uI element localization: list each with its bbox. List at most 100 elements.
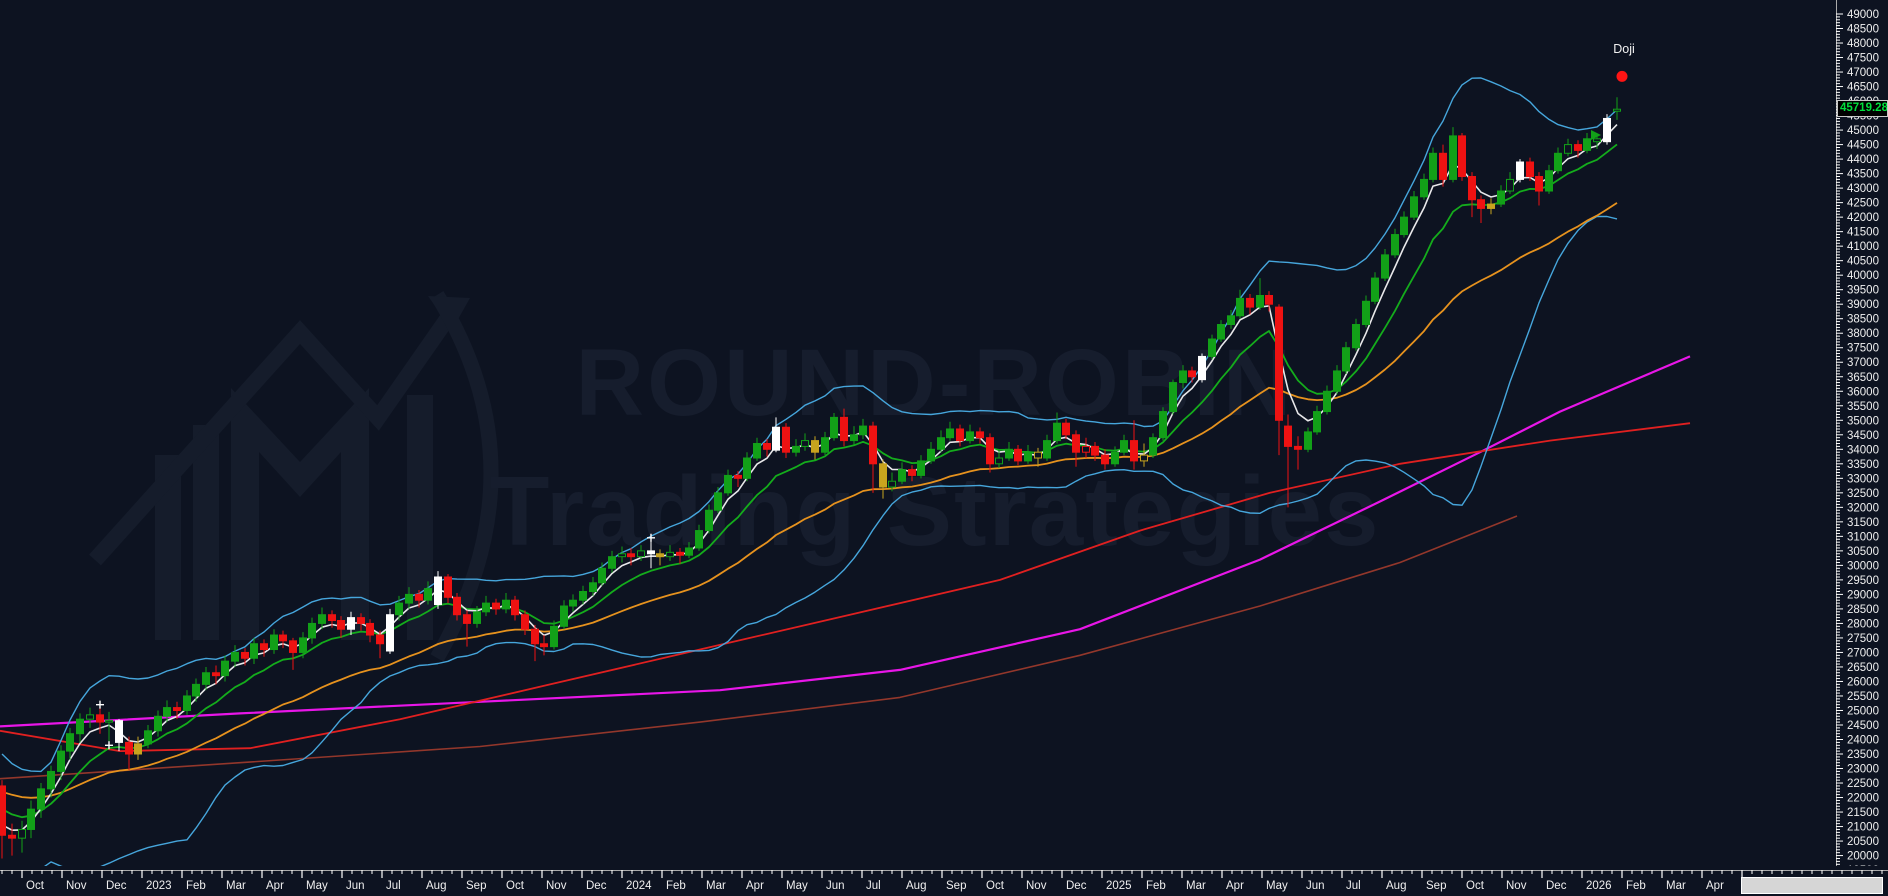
month-tick-label: Jun: [1306, 880, 1325, 892]
month-tick-label: Jun: [826, 880, 845, 892]
price-tick-label: 24500: [1847, 720, 1879, 732]
price-tick-label: 46500: [1847, 82, 1879, 94]
month-tick-label: 2023: [146, 880, 172, 892]
month-tick-label: Mar: [226, 880, 246, 892]
price-tick-label: 42500: [1847, 198, 1879, 210]
price-tick-label: 43500: [1847, 169, 1879, 181]
month-tick-label: Apr: [266, 880, 284, 892]
price-tick-label: 23000: [1847, 764, 1879, 776]
price-tick-label: 40500: [1847, 256, 1879, 268]
month-tick-label: Nov: [1026, 880, 1047, 892]
month-tick-label: Oct: [26, 880, 45, 892]
month-tick-label: Jul: [386, 880, 401, 892]
month-tick-label: Oct: [506, 880, 525, 892]
price-tick-label: 22500: [1847, 778, 1879, 790]
month-tick-label: Apr: [1706, 880, 1724, 892]
price-tick-label: 44500: [1847, 140, 1879, 152]
price-tick-label: 31000: [1847, 531, 1879, 543]
month-tick-label: Feb: [1146, 880, 1166, 892]
price-tick-label: 49000: [1847, 9, 1879, 21]
month-tick-label: May: [1266, 880, 1288, 892]
doji-signal-dot: [1616, 70, 1628, 82]
buy-arrow-icon: [1591, 130, 1601, 141]
month-tick-label: Nov: [1506, 880, 1527, 892]
price-tick-label: 28500: [1847, 604, 1879, 616]
slow-moving-averages: [0, 355, 1691, 780]
month-tick-label: May: [306, 880, 328, 892]
watermark-line2: Trading Strategies: [489, 456, 1380, 566]
price-tick-label: 36000: [1847, 386, 1879, 398]
price-tick-label: 40000: [1847, 270, 1879, 282]
price-tick-label: 43000: [1847, 183, 1879, 195]
month-tick-label: 2025: [1106, 880, 1132, 892]
month-tick-label: Apr: [746, 880, 764, 892]
price-tick-label: 25500: [1847, 691, 1879, 703]
price-tick-label: 24000: [1847, 735, 1879, 747]
price-tick-label: 47000: [1847, 67, 1879, 79]
price-tick-label: 27000: [1847, 647, 1879, 659]
price-tick-label: 22000: [1847, 793, 1879, 805]
month-tick-label: Oct: [986, 880, 1005, 892]
month-tick-label: Jul: [866, 880, 881, 892]
price-tick-label: 48000: [1847, 38, 1879, 50]
bollinger-bands: [1, 77, 1618, 896]
price-tick-label: 41500: [1847, 227, 1879, 239]
month-tick-label: Mar: [1666, 880, 1686, 892]
price-tick-label: 23500: [1847, 749, 1879, 761]
price-tick-label: 33000: [1847, 473, 1879, 485]
month-tick-label: Feb: [186, 880, 206, 892]
price-tick-label: 35500: [1847, 401, 1879, 413]
price-tick-label: 25000: [1847, 705, 1879, 717]
month-tick-label: Mar: [706, 880, 726, 892]
price-tick-label: 38500: [1847, 314, 1879, 326]
month-tick-label: Sep: [1426, 880, 1446, 892]
month-tick-label: Feb: [1626, 880, 1646, 892]
date-axis[interactable]: Oct Nov Dec 2023 Feb Mar Apr May Jun Jul Aug Sep Oct…: [0, 866, 1888, 896]
price-tick-label: 36500: [1847, 372, 1879, 384]
price-tick-label: 33500: [1847, 459, 1879, 471]
month-tick-label: Nov: [66, 880, 87, 892]
last-price-badge: 45719.28: [1837, 100, 1888, 117]
price-tick-label: 41000: [1847, 241, 1879, 253]
price-tick-label: 37500: [1847, 343, 1879, 355]
month-tick-label: Sep: [946, 880, 966, 892]
month-tick-label: Mar: [1186, 880, 1206, 892]
month-tick-label: Jun: [346, 880, 365, 892]
price-tick-label: 39000: [1847, 299, 1879, 311]
price-tick-label: 26000: [1847, 676, 1879, 688]
price-tick-label: 34000: [1847, 444, 1879, 456]
price-tick-label: 35000: [1847, 415, 1879, 427]
month-tick-label: Oct: [1466, 880, 1485, 892]
price-tick-label: 28000: [1847, 618, 1879, 630]
month-tick-label: Apr: [1226, 880, 1244, 892]
price-tick-label: 20500: [1847, 836, 1879, 848]
price-tick-label: 45000: [1847, 125, 1879, 137]
price-tick-label: 20000: [1847, 851, 1879, 863]
logo-watermark: [89, 291, 499, 662]
price-tick-label: 31500: [1847, 517, 1879, 529]
price-tick-label: 47500: [1847, 53, 1879, 65]
price-tick-label: 48500: [1847, 24, 1879, 36]
price-tick-label: 38000: [1847, 328, 1879, 340]
price-tick-label: 37000: [1847, 357, 1879, 369]
price-tick-label: 26500: [1847, 662, 1879, 674]
month-tick-label: Jul: [1346, 880, 1361, 892]
price-tick-label: 21000: [1847, 822, 1879, 834]
price-tick-label: 34500: [1847, 430, 1879, 442]
price-axis[interactable]: 4900048500480004750047000465004600045500…: [1836, 0, 1888, 896]
month-tick-label: Aug: [426, 880, 446, 892]
month-tick-label: Aug: [1386, 880, 1406, 892]
month-tick-label: Dec: [586, 880, 607, 892]
month-tick-label: 2026: [1586, 880, 1612, 892]
price-tick-label: 30500: [1847, 546, 1879, 558]
signal-markers: [96, 70, 1628, 750]
month-tick-label: May: [786, 880, 808, 892]
month-tick-label: Nov: [546, 880, 567, 892]
price-tick-label: 32000: [1847, 502, 1879, 514]
month-tick-label: Feb: [666, 880, 686, 892]
month-tick-label: 2024: [626, 880, 652, 892]
price-tick-label: 21500: [1847, 807, 1879, 819]
price-tick-label: 29000: [1847, 589, 1879, 601]
